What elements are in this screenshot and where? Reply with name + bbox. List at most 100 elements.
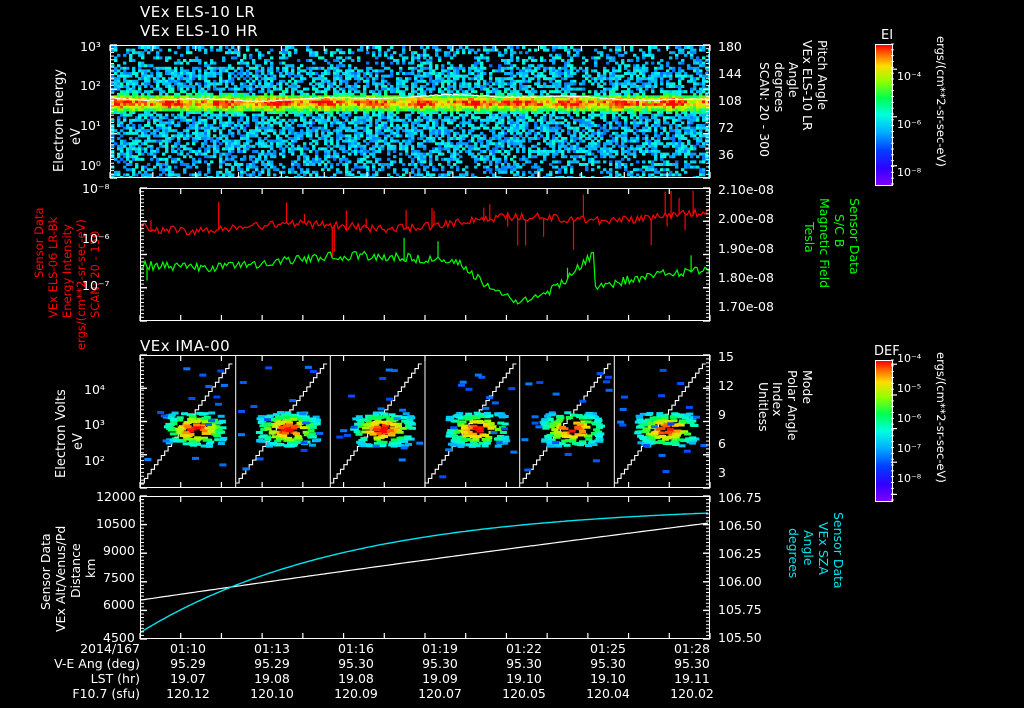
def-colorbar-tick-2: 10⁻⁵ xyxy=(897,382,922,395)
panel1-right-label-4: degrees xyxy=(772,62,787,113)
panel3-ytick-1000: 10³ xyxy=(84,417,105,432)
el-colorbar-tick-2: 10⁻⁶ xyxy=(897,118,922,131)
footer-time-0: 01:10 xyxy=(169,641,207,656)
footer-row2-val4: 120.05 xyxy=(502,686,546,701)
def-colorbar-tick-1: 10⁻⁴ xyxy=(897,352,922,365)
footer-row2-label: F10.7 (sfu) xyxy=(72,686,140,701)
panel2-ytick-1e-7: 10⁻⁷ xyxy=(82,278,110,293)
footer-row2-val6: 120.02 xyxy=(670,686,714,701)
panel1-ytick-1000: 10³ xyxy=(80,39,101,54)
panel4-y2tick-10650: 106.50 xyxy=(718,518,762,533)
panel4-y2tick-10675: 106.75 xyxy=(718,490,762,505)
panel3-ytick-10000: 10⁴ xyxy=(84,382,105,397)
el-colorbar-tick-1: 10⁻⁴ xyxy=(897,70,922,83)
footer-time-6: 01:28 xyxy=(673,641,711,656)
panel3-title: VEx IMA-00 xyxy=(140,337,231,355)
panel2-left-label-4: ergs/(cm**2-sr-sec-eV) xyxy=(74,219,88,350)
panel4-y2tick-10600: 106.00 xyxy=(718,574,762,589)
panel4-ytick-10500: 10500 xyxy=(96,516,136,531)
panel4-left-label-2: VEx Alt/Venus/Pd xyxy=(53,525,68,632)
panel3-y2tick-9: 9 xyxy=(718,407,726,422)
panel2-left-label-5: SCAN: 20 - 150 xyxy=(88,230,102,318)
panel4-ytick-4500: 4500 xyxy=(103,630,135,645)
panel2-y2tick-190: 1.90e-08 xyxy=(718,241,774,256)
footer-time-2: 01:16 xyxy=(337,641,375,656)
panel2-right-label-2: S/C B xyxy=(832,214,847,248)
def-colorbar-tick-3: 10⁻⁶ xyxy=(897,412,922,425)
panel4-left-label-4: km xyxy=(83,558,98,578)
panel1-right-label-1: Pitch Angle xyxy=(815,40,830,110)
el-colorbar-units: ergs/(cm**2-sr-sec-eV) xyxy=(934,36,948,167)
panel-ima-spectrogram[interactable] xyxy=(140,355,710,488)
panel-energy-intensity-bfield[interactable] xyxy=(140,188,710,321)
el-colorbar xyxy=(875,44,893,186)
footer-row0-val6: 95.30 xyxy=(674,656,710,671)
el-colorbar-title: EI xyxy=(881,28,894,43)
panel4-ytick-7500: 7500 xyxy=(103,570,135,585)
panel1-title-lr: VEx ELS-10 LR xyxy=(140,3,256,21)
footer-time-3: 01:19 xyxy=(421,641,459,656)
footer-time-4: 01:22 xyxy=(505,641,543,656)
footer-table: 2014/167 01:10 01:13 01:16 01:19 01:22 0… xyxy=(0,641,760,701)
panel4-ytick-12000: 12000 xyxy=(96,489,136,504)
panel-altitude-sza[interactable] xyxy=(140,496,710,639)
footer-row1-label: LST (hr) xyxy=(90,671,140,686)
panel2-y2tick-170: 1.70e-08 xyxy=(718,299,774,314)
panel1-y2tick-108: 108 xyxy=(718,93,742,108)
panel3-right-label-2: Polar Angle xyxy=(785,370,800,441)
panel4-right-label-2: VEx SZA xyxy=(816,522,831,575)
footer-row0-val4: 95.30 xyxy=(506,656,542,671)
def-colorbar-title: DEF xyxy=(874,344,900,359)
table-row-f107: F10.7 (sfu) 120.12 120.10 120.09 120.07 … xyxy=(0,686,734,701)
panel2-y2tick-200: 2.00e-08 xyxy=(718,211,774,226)
els-spectrogram-canvas xyxy=(111,46,709,177)
def-colorbar-units: ergs/(cm**2-sr-sec-eV) xyxy=(934,352,948,483)
footer-row1-val1: 19.08 xyxy=(254,671,290,686)
panel-els-spectrogram[interactable] xyxy=(110,45,710,178)
table-row-ve-ang: V-E Ang (deg) 95.29 95.29 95.30 95.30 95… xyxy=(0,656,734,671)
def-colorbar-tick-5: 10⁻⁸ xyxy=(897,472,922,485)
panel4-right-label-3: Angle xyxy=(801,530,816,566)
panel1-title-hr: VEx ELS-10 HR xyxy=(140,22,259,40)
footer-time-1: 01:13 xyxy=(253,641,291,656)
panel1-ytick-10: 10¹ xyxy=(80,118,101,133)
panel2-y2tick-180: 1.80e-08 xyxy=(718,270,774,285)
panel4-right-label-1: Sensor Data xyxy=(831,512,846,589)
footer-row1-val0: 19.07 xyxy=(170,671,206,686)
panel2-y2tick-210: 2.10e-08 xyxy=(718,182,774,197)
el-colorbar-tick-3: 10⁻⁸ xyxy=(897,166,922,179)
def-colorbar-tick-4: 10⁻⁷ xyxy=(897,442,922,455)
footer-row0-val3: 95.30 xyxy=(422,656,458,671)
panel3-right-label-1: Mode xyxy=(800,370,815,405)
footer-time-5: 01:25 xyxy=(589,641,627,656)
panel3-right-label-4: Unitless xyxy=(756,382,771,432)
panel2-left-label-2: VEx ELS-06 LR-Bk xyxy=(46,216,60,318)
footer-row1-val5: 19.10 xyxy=(590,671,626,686)
panel4-left-label-3: Distance xyxy=(68,543,83,598)
footer-row2-val1: 120.10 xyxy=(250,686,294,701)
footer-row1-val2: 19.08 xyxy=(338,671,374,686)
panel3-y2tick-6: 6 xyxy=(718,436,726,451)
footer-row2-val5: 120.04 xyxy=(586,686,630,701)
footer-parameter-table: 2014/167 01:10 01:13 01:16 01:19 01:22 0… xyxy=(0,641,734,701)
footer-row1-val3: 19.09 xyxy=(422,671,458,686)
panel1-right-label-2: VEx ELS-10 LR xyxy=(800,40,815,131)
panel2-left-label-3: Energy Intensity xyxy=(60,224,74,318)
panel1-ytick-100: 10² xyxy=(80,78,101,93)
footer-row2-val2: 120.09 xyxy=(334,686,378,701)
footer-date-label: 2014/167 xyxy=(80,641,140,656)
panel2-right-label-4: Tesla xyxy=(802,222,817,253)
panel1-y2tick-36: 36 xyxy=(718,147,734,162)
panel4-left-label-1: Sensor Data xyxy=(38,533,53,610)
footer-row2-val0: 120.12 xyxy=(166,686,210,701)
panel3-y2tick-3: 3 xyxy=(718,465,726,480)
panel1-y2tick-72: 72 xyxy=(718,120,734,135)
panel1-y2tick-144: 144 xyxy=(718,66,742,81)
panel3-right-label-3: Index xyxy=(770,382,785,417)
panel1-right-label-3: Angle xyxy=(786,62,801,98)
panel2-right-label-3: Magnetic Field xyxy=(817,198,832,289)
panel2-ytick-1e-6: 10⁻⁶ xyxy=(82,231,110,246)
panel3-y2tick-15: 15 xyxy=(718,349,734,364)
def-colorbar xyxy=(875,360,893,502)
